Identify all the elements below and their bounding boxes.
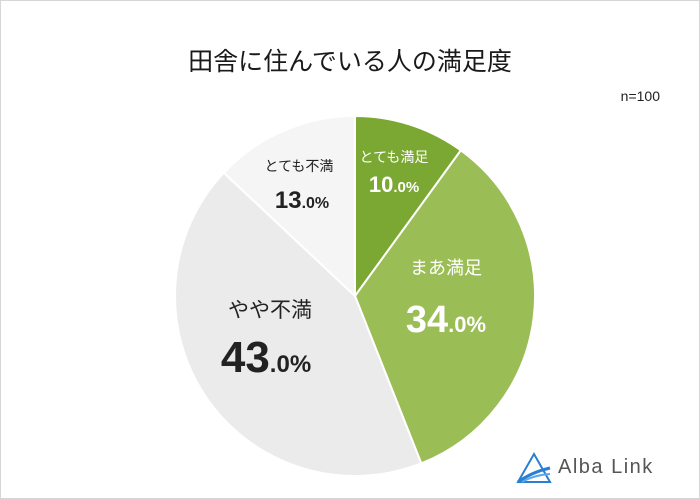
pie-slice-somewhat-satisfied <box>353 148 536 465</box>
alba-link-logo-icon <box>516 451 552 484</box>
pie-slice-very-dissatisfied <box>222 114 356 299</box>
logo-text: Alba Link <box>558 456 654 478</box>
slice-value-very-dissatisfied: 13.0% <box>275 187 329 214</box>
slice-label-somewhat-satisfied: まあ満足 <box>410 258 482 279</box>
chart-title: 田舎に住んでいる人の満足度 <box>188 47 512 76</box>
slice-value-somewhat-satisfied: 34.0% <box>406 299 486 341</box>
pie-slice-somewhat-dissatisfied <box>174 171 423 477</box>
slice-label-very-dissatisfied: とても不満 <box>265 159 334 175</box>
company-logo: Alba Link <box>514 446 684 486</box>
pie-slice-very-satisfied <box>354 114 463 300</box>
slice-value-somewhat-dissatisfied: 43.0% <box>221 333 311 382</box>
sample-size-label: n=100 <box>620 88 660 104</box>
slice-label-somewhat-dissatisfied: やや不満 <box>228 298 312 322</box>
slice-label-very-satisfied: とても満足 <box>360 150 429 166</box>
slice-value-very-satisfied: 10.0% <box>369 172 419 197</box>
